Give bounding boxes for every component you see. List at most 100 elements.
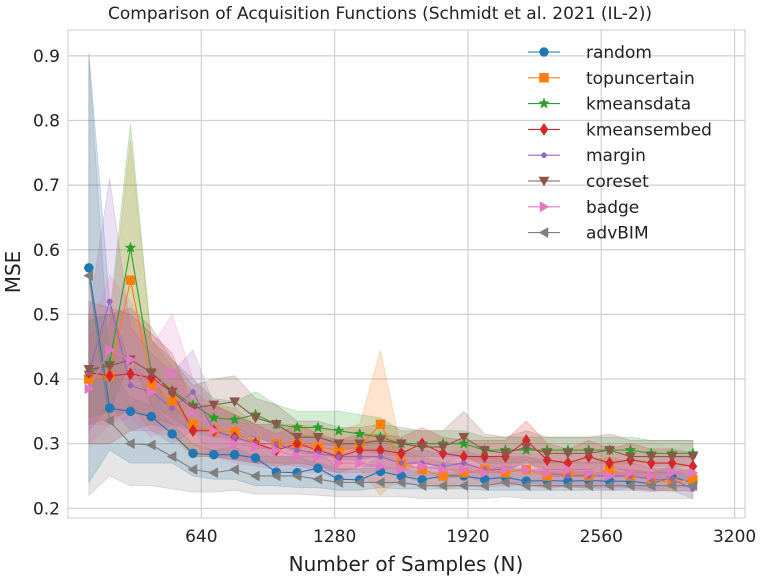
- point-kmeansdata-2: [124, 241, 137, 253]
- point-coreset-25: [604, 445, 616, 456]
- point-coreset-11: [312, 432, 324, 443]
- point-badge-9: [272, 444, 282, 456]
- point-coreset-20: [500, 449, 511, 459]
- point-advBIM-5: [187, 464, 198, 475]
- point-advBIM-21: [520, 480, 531, 492]
- point-coreset-10: [291, 432, 303, 443]
- point-badge-10: [292, 451, 303, 463]
- point-advBIM-4: [166, 451, 177, 463]
- point-random-1: [104, 403, 115, 413]
- point-margin-10: [294, 447, 300, 453]
- point-advBIM-16: [416, 480, 427, 492]
- point-coreset-29: [687, 452, 699, 463]
- y-tick-label-5: 0.7: [33, 176, 60, 196]
- point-badge-7: [230, 438, 241, 450]
- point-coreset-17: [437, 442, 449, 453]
- point-advBIM-20: [499, 477, 510, 488]
- legend-marker-advBIM: [538, 227, 549, 239]
- point-topuncertain-4: [167, 396, 177, 407]
- point-badge-14: [376, 460, 386, 472]
- point-advBIM-26: [624, 480, 635, 492]
- point-margin-13: [356, 453, 363, 460]
- point-coreset-27: [645, 452, 657, 463]
- point-advBIM-6: [208, 467, 219, 479]
- legend: random topuncertain kmeansdata kmeansembed m…: [528, 43, 712, 244]
- point-badge-19: [480, 467, 491, 479]
- y-tick-label-0: 0.2: [33, 499, 60, 519]
- point-advBIM-25: [604, 480, 614, 492]
- point-coreset-4: [166, 387, 178, 398]
- point-coreset-26: [625, 452, 636, 463]
- point-badge-23: [563, 464, 574, 475]
- point-badge-3: [147, 386, 157, 398]
- point-badge-22: [542, 467, 553, 479]
- point-coreset-1: [104, 361, 116, 372]
- legend-marker-random: [539, 47, 549, 57]
- point-coreset-15: [395, 439, 407, 450]
- legend-label-topuncertain: topuncertain: [586, 69, 695, 89]
- point-margin-9: [273, 440, 280, 447]
- point-badge-5: [188, 405, 199, 417]
- point-badge-12: [334, 457, 345, 469]
- y-tick-label-4: 0.6: [33, 241, 60, 261]
- point-coreset-24: [583, 449, 595, 459]
- point-coreset-18: [458, 432, 470, 443]
- point-coreset-3: [145, 368, 157, 379]
- point-badge-29: [688, 467, 699, 479]
- point-badge-21: [522, 464, 532, 475]
- point-coreset-7: [229, 397, 241, 408]
- point-badge-25: [605, 470, 616, 482]
- point-badge-11: [313, 451, 324, 463]
- x-tick-label-0: 640: [185, 527, 217, 547]
- point-badge-16: [417, 460, 428, 472]
- point-badge-6: [209, 425, 220, 437]
- point-badge-20: [501, 464, 511, 475]
- point-coreset-19: [479, 445, 491, 456]
- point-coreset-12: [333, 439, 345, 450]
- point-margin-1: [106, 298, 113, 305]
- legend-marker-kmeansdata: [538, 97, 550, 109]
- point-kmeansembed-2: [126, 367, 135, 381]
- point-badge-26: [626, 467, 636, 479]
- legend-marker-margin: [541, 152, 547, 159]
- point-advBIM-22: [541, 480, 552, 492]
- chart-title: Comparison of Acquisition Functions (Sch…: [108, 4, 652, 24]
- point-advBIM-13: [354, 477, 364, 488]
- legend-label-kmeansdata: kmeansdata: [586, 95, 691, 115]
- point-coreset-21: [520, 442, 532, 453]
- y-axis-label: MSE: [1, 251, 25, 294]
- point-advBIM-3: [145, 439, 156, 451]
- y-tick-label-7: 0.9: [33, 47, 60, 67]
- point-margin-2: [127, 382, 134, 389]
- point-random-4: [167, 429, 177, 439]
- point-advBIM-14: [374, 477, 385, 488]
- point-margin-5: [190, 389, 196, 395]
- point-coreset-22: [541, 449, 553, 459]
- point-advBIM-8: [249, 470, 260, 482]
- point-coreset-13: [354, 439, 366, 450]
- point-kmeansembed-1: [105, 369, 114, 383]
- point-margin-18: [460, 460, 467, 466]
- point-kmeansembed-17: [438, 446, 448, 460]
- legend-label-coreset: coreset: [586, 172, 649, 192]
- legend-label-badge: badge: [586, 198, 639, 218]
- point-kmeansembed-19: [480, 450, 489, 464]
- point-margin-14: [377, 453, 384, 460]
- point-badge-8: [251, 441, 261, 453]
- point-advBIM-0: [83, 270, 94, 282]
- point-random-2: [125, 406, 136, 417]
- point-badge-13: [355, 457, 366, 469]
- x-tick-label-4: 3200: [713, 527, 756, 547]
- point-random-7: [229, 449, 240, 460]
- point-badge-1: [105, 344, 116, 356]
- point-kmeansdata-12: [332, 424, 345, 436]
- legend-marker-topuncertain: [539, 73, 549, 83]
- point-kmeansdata-6: [207, 411, 220, 423]
- point-badge-0: [84, 383, 95, 395]
- legend-marker-coreset: [538, 176, 550, 187]
- point-random-0: [84, 263, 94, 273]
- point-coreset-9: [270, 420, 282, 430]
- point-kmeansembed-28: [667, 456, 677, 470]
- point-advBIM-17: [437, 480, 448, 492]
